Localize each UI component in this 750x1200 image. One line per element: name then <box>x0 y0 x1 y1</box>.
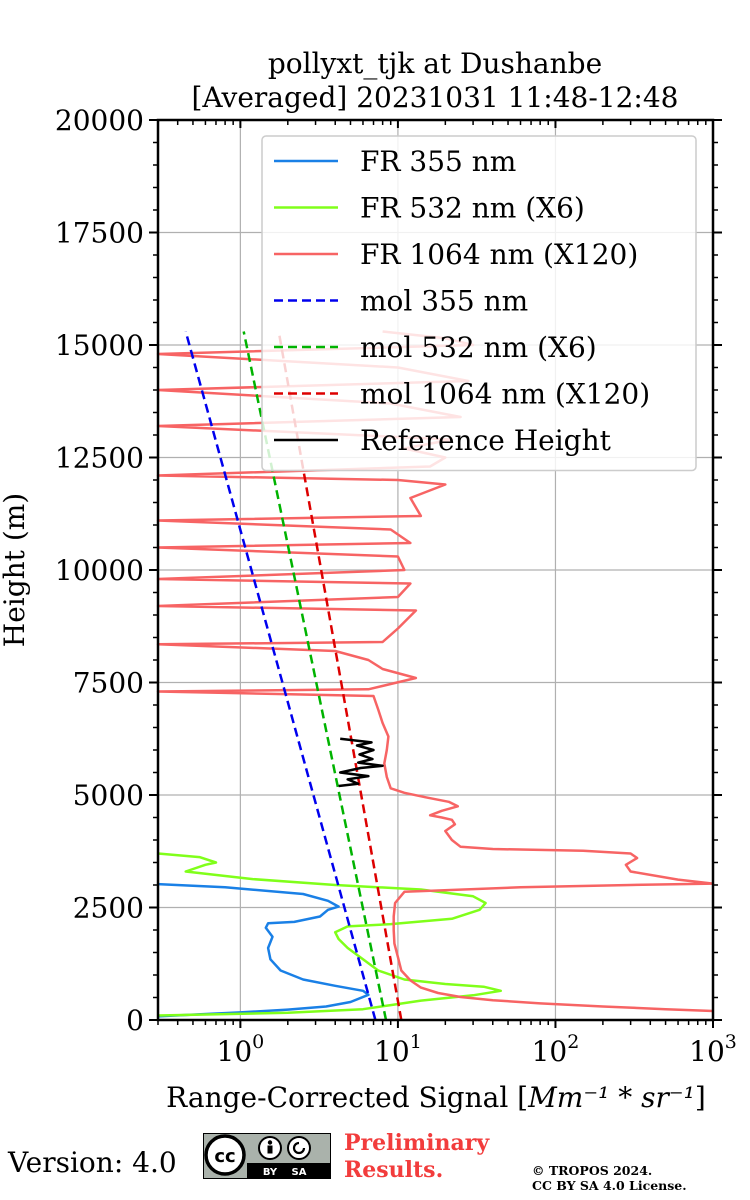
y-axis-label: Height (m) <box>0 493 31 647</box>
cc-badge-strip <box>247 1163 330 1178</box>
y-tick-label: 12500 <box>55 442 144 475</box>
by-label: BY <box>263 1167 278 1178</box>
x-tick-label-exp: 3 <box>725 1031 737 1053</box>
legend-entry-label: FR 1064 nm (X120) <box>360 238 638 271</box>
ticks: 100 101 102 1030250050007500100001250015000… <box>55 104 737 1068</box>
x-tick-label: 103 <box>689 1031 737 1068</box>
x-tick-label-base: 10 <box>532 1035 568 1068</box>
y-tick-label: 2500 <box>73 892 144 925</box>
chart-title-line1: pollyxt_tjk at Dushanbe <box>268 47 602 80</box>
cc-icon-text: cc <box>214 1146 235 1167</box>
copyright: © TROPOS 2024. CC BY SA 4.0 License. <box>532 1163 687 1193</box>
y-tick-label: 10000 <box>55 554 144 587</box>
x-axis-label-close: ] <box>695 1081 706 1114</box>
cc-by-sa-badge: cc BY SA <box>203 1133 331 1179</box>
legend-entry-label: mol 355 nm <box>360 285 528 318</box>
x-tick-label-base: 10 <box>374 1035 410 1068</box>
sa-label: SA <box>292 1167 307 1178</box>
y-tick-label: 7500 <box>73 667 144 700</box>
x-tick-label: 102 <box>532 1031 580 1068</box>
series-fr-355-nm <box>157 882 370 1018</box>
chart-title-line2: [Averaged] 20231031 11:48-12:48 <box>192 81 679 114</box>
legend-entry-label: Reference Height <box>360 424 612 457</box>
by-icon-head <box>267 1140 273 1145</box>
legend-entry-label: mol 532 nm (X6) <box>360 331 597 364</box>
preliminary-results: Preliminary Results. <box>344 1130 489 1184</box>
series-mol-355-nm <box>184 331 377 1021</box>
x-axis-label-main: Range-Corrected Signal [ <box>166 1081 528 1114</box>
legend-box <box>261 135 697 472</box>
x-tick-label-exp: 2 <box>567 1031 579 1053</box>
version-label: Version: 4.0 <box>8 1146 177 1179</box>
preliminary-line1: Preliminary <box>344 1130 490 1156</box>
x-axis-label-math: Mm⁻¹ * sr⁻¹ <box>527 1081 695 1114</box>
copyright-line1: © TROPOS 2024. <box>532 1163 653 1178</box>
y-tick-label: 0 <box>126 1004 144 1037</box>
copyright-line2: CC BY SA 4.0 License. <box>532 1178 687 1193</box>
x-tick-label-exp: 1 <box>410 1031 422 1053</box>
preliminary-line2: Results. <box>344 1157 444 1183</box>
y-tick-label: 15000 <box>55 329 144 362</box>
x-axis-label: Range-Corrected Signal [Mm⁻¹ * sr⁻¹] <box>166 1081 706 1114</box>
y-tick-label: 17500 <box>55 217 144 250</box>
x-tick-label-exp: 0 <box>252 1031 264 1053</box>
x-tick-label-base: 10 <box>689 1035 725 1068</box>
legend-entry-label: FR 532 nm (X6) <box>360 192 585 225</box>
y-tick-label: 20000 <box>55 104 144 137</box>
x-tick-label-base: 10 <box>217 1035 253 1068</box>
series-mol-532-nm-x6 <box>242 331 388 1021</box>
x-tick-label: 100 <box>217 1031 265 1068</box>
legend: FR 355 nm FR 532 nm (X6) FR 1064 nm (X120)… <box>261 135 697 472</box>
legend-entry-label: FR 355 nm <box>360 145 516 178</box>
chart: pollyxt_tjk at Dushanbe [Averaged] 20231… <box>0 47 737 1114</box>
series-fr-532-nm-x6 <box>157 852 503 1017</box>
by-icon-body <box>267 1145 273 1154</box>
sa-icon <box>287 1136 311 1160</box>
cc-icon <box>204 1134 246 1176</box>
series-reference-height <box>338 737 384 788</box>
sa-icon-arrow <box>292 1141 306 1155</box>
y-tick-label: 5000 <box>73 779 144 812</box>
x-tick-label: 101 <box>374 1031 422 1068</box>
legend-entry-label: mol 1064 nm (X120) <box>360 378 650 411</box>
